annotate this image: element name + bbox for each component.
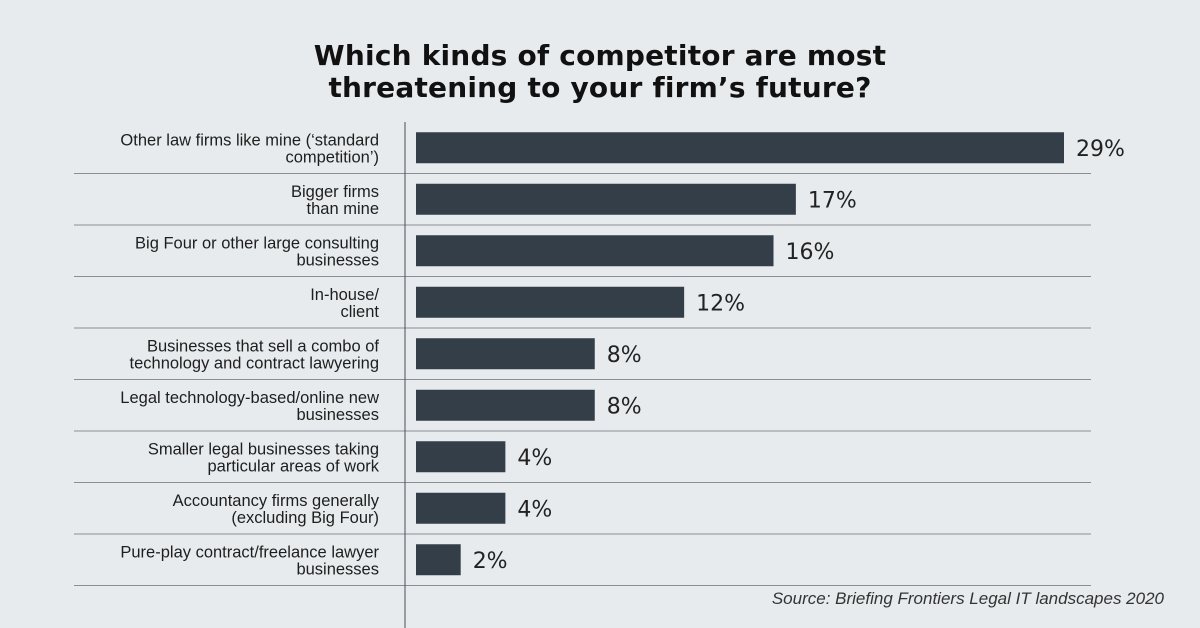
bar: [416, 492, 506, 524]
data-label: 12%: [696, 291, 745, 316]
bar: [416, 183, 796, 215]
bar: [416, 132, 1064, 164]
data-label: 2%: [473, 549, 508, 574]
category-label-line: than mine: [307, 200, 379, 218]
category-label-line: businesses: [296, 406, 379, 424]
category-label-line: particular areas of work: [208, 457, 380, 475]
data-label: 29%: [1076, 137, 1125, 162]
category-label-line: Accountancy firms generally: [173, 492, 380, 510]
category-label: Bigger firms than mine: [291, 183, 379, 218]
data-label: 4%: [517, 497, 552, 522]
category-label-line: Businesses that sell a combo of: [147, 337, 379, 355]
category-label-line: Big Four or other large consulting: [135, 234, 379, 252]
category-label-line: Other law firms like mine (‘standard: [120, 131, 379, 149]
chart-title-line-1: Which kinds of competitor are most: [313, 39, 887, 72]
category-label: Businesses that sell a combo of technolog…: [130, 337, 380, 372]
category-label-line: Legal technology-based/online new: [120, 389, 379, 407]
category-label-line: competition’): [285, 148, 379, 166]
data-label: 8%: [607, 343, 642, 368]
category-label: Legal technology-based/online new busines…: [120, 389, 379, 424]
category-label-line: client: [340, 303, 379, 321]
data-label: 4%: [517, 446, 552, 471]
bar: [416, 235, 774, 267]
bar: [416, 286, 685, 318]
bar: [416, 338, 595, 370]
chart-title-line-2: threatening to your firm’s future?: [328, 71, 872, 104]
source-note: Source: Briefing Frontiers Legal IT land…: [771, 589, 1164, 608]
bar: [416, 389, 595, 421]
category-label-line: businesses: [296, 251, 379, 269]
category-label-line: technology and contract lawyering: [130, 354, 379, 372]
category-label-line: In-house/: [310, 286, 379, 304]
category-label-line: (excluding Big Four): [231, 509, 379, 527]
category-label: Pure-play contract/freelance lawyer busin…: [120, 543, 379, 578]
category-label: Accountancy firms generally (excluding Bi…: [173, 492, 380, 527]
bar: [416, 441, 506, 473]
chart-rows: 29%Other law firms like mine (‘standard c…: [74, 131, 1125, 586]
category-label: In-house/client: [310, 286, 379, 321]
bar: [416, 544, 461, 576]
category-label: Other law firms like mine (‘standard comp…: [120, 131, 379, 166]
category-label-line: Bigger firms: [291, 183, 379, 201]
category-label: Big Four or other large consulting busine…: [135, 234, 379, 269]
category-label-line: Smaller legal businesses taking: [148, 440, 379, 458]
data-label: 8%: [607, 394, 642, 419]
category-label-line: Pure-play contract/freelance lawyer: [120, 543, 379, 561]
category-label: Smaller legal businesses taking particula…: [148, 440, 380, 475]
category-label-line: businesses: [296, 560, 379, 578]
data-label: 17%: [808, 188, 857, 213]
data-label: 16%: [786, 240, 835, 265]
chart-title: Which kinds of competitor are most threa…: [0, 40, 1200, 104]
